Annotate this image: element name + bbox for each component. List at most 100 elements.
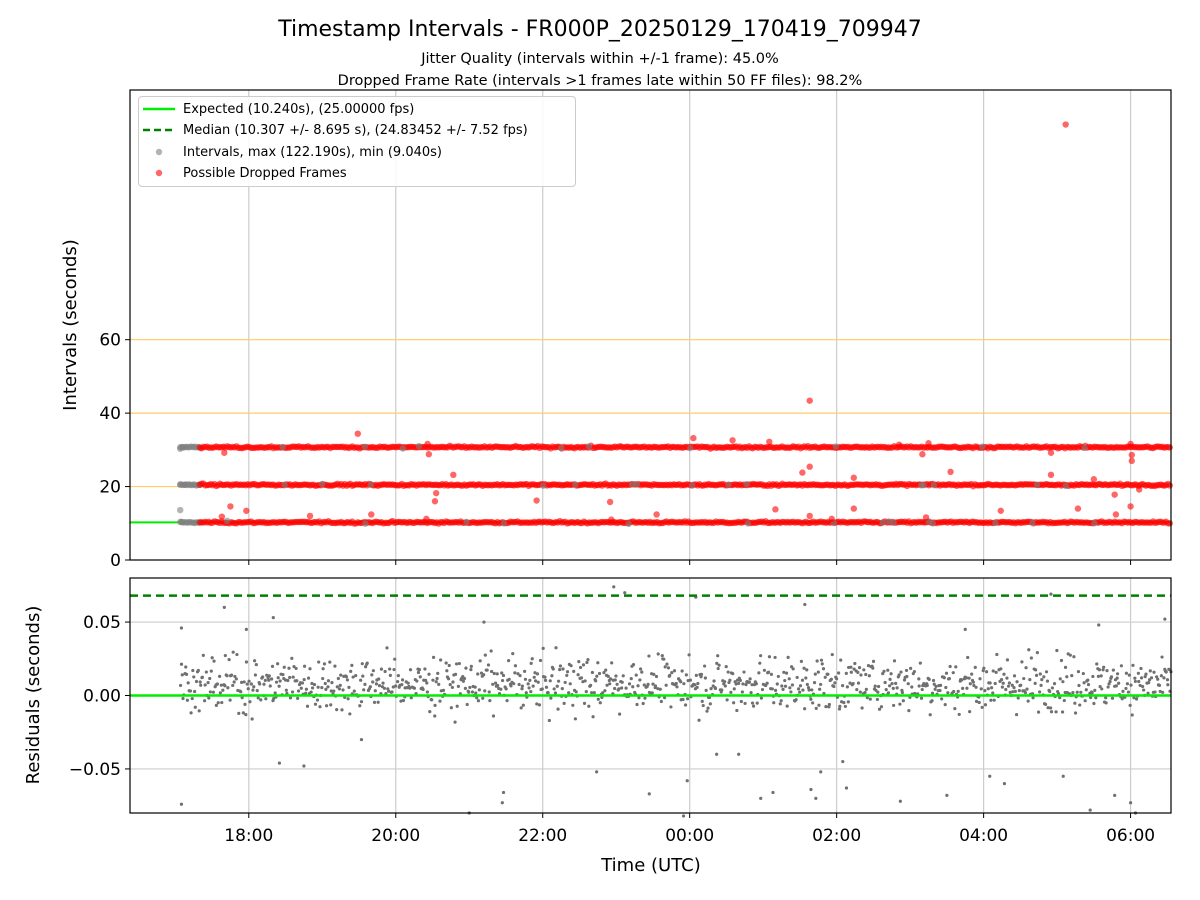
residual-point <box>418 675 422 679</box>
residual-point <box>504 687 508 691</box>
dropped-frame-outlier <box>368 511 375 518</box>
residual-point <box>1014 712 1019 717</box>
residual-point <box>621 674 625 678</box>
dropped-frame-outlier <box>306 512 314 520</box>
residual-point <box>837 671 841 675</box>
residual-point <box>1090 691 1094 695</box>
residual-outlier <box>1049 592 1053 596</box>
residual-point <box>207 696 211 700</box>
interval-point <box>1081 444 1088 452</box>
residual-point <box>390 690 394 694</box>
interval-point <box>1062 482 1070 490</box>
residual-point <box>377 677 381 681</box>
residual-point <box>179 662 184 666</box>
residual-point <box>454 662 459 666</box>
residual-point <box>547 718 551 723</box>
residual-point <box>1034 668 1038 672</box>
residual-point <box>300 681 305 685</box>
residual-point <box>242 680 246 684</box>
residual-point <box>1024 666 1028 670</box>
residual-point <box>216 701 220 705</box>
residual-outlier <box>501 790 506 795</box>
residual-point <box>1104 701 1108 705</box>
residual-outlier <box>222 605 226 609</box>
residual-point <box>634 673 638 677</box>
residual-point <box>863 690 867 695</box>
expected-line-swatch <box>143 107 175 111</box>
residual-point <box>408 686 412 690</box>
residual-point <box>348 712 352 716</box>
residual-point <box>558 664 563 668</box>
residual-point <box>1137 679 1141 684</box>
residual-point <box>537 703 542 707</box>
residual-point <box>1121 689 1125 693</box>
residual-point <box>519 706 523 710</box>
residual-point <box>363 682 367 686</box>
x-tick-label: 00:00 <box>665 826 714 846</box>
residual-point <box>760 687 765 692</box>
residual-point <box>283 678 288 682</box>
residual-point <box>858 690 862 694</box>
residual-point <box>292 664 296 669</box>
median-line-swatch <box>143 128 175 132</box>
residual-point <box>918 661 922 665</box>
residual-point <box>214 703 218 707</box>
residual-point <box>1010 683 1014 687</box>
residual-point <box>631 685 635 689</box>
residual-point <box>789 690 793 694</box>
residual-point <box>500 678 505 683</box>
dropped-frame-outlier <box>895 441 903 448</box>
intervals-marker-swatch <box>155 148 163 156</box>
residual-point <box>1023 690 1028 695</box>
residual-point <box>467 690 471 694</box>
residual-point <box>597 671 602 676</box>
residual-point <box>665 662 669 666</box>
residual-point <box>1075 690 1079 694</box>
residual-point <box>265 673 269 677</box>
residual-point <box>488 698 492 703</box>
residual-outlier <box>500 801 504 805</box>
interval-point <box>500 520 508 527</box>
residual-point <box>951 671 955 675</box>
residual-point <box>741 682 745 686</box>
residual-point <box>772 701 776 705</box>
residual-point <box>839 658 843 662</box>
residual-point <box>499 687 503 691</box>
residual-point <box>712 679 716 683</box>
residual-point <box>491 714 496 718</box>
residual-point <box>302 677 306 682</box>
residual-point <box>456 684 460 688</box>
residual-outlier <box>809 787 813 792</box>
residual-point <box>637 696 641 700</box>
residual-point <box>401 698 406 703</box>
residual-point <box>739 699 743 704</box>
residual-point <box>262 682 266 686</box>
residual-point <box>813 672 817 676</box>
dropped-frame-point <box>1166 520 1173 527</box>
residual-point <box>383 669 387 674</box>
residual-point <box>487 690 491 694</box>
residual-point <box>591 715 595 719</box>
residual-point <box>400 682 404 687</box>
residual-point <box>517 682 521 687</box>
residual-point <box>983 689 987 693</box>
interval-point <box>281 481 288 488</box>
dropped-frame-outlier <box>425 451 433 458</box>
residual-point <box>244 713 248 717</box>
residual-point <box>218 691 222 695</box>
residual-point <box>535 672 540 676</box>
residual-outlier <box>179 626 184 630</box>
residual-point <box>276 676 280 680</box>
residual-point <box>1108 679 1112 684</box>
residual-point <box>377 683 382 688</box>
residual-point <box>823 675 827 679</box>
residual-point <box>368 685 372 689</box>
residual-point <box>393 657 397 661</box>
residual-point <box>682 682 686 686</box>
residual-point <box>596 697 600 701</box>
residual-point <box>524 691 528 695</box>
residual-point <box>956 689 960 694</box>
residual-point <box>1084 688 1088 692</box>
residual-point <box>439 658 443 662</box>
residual-point <box>582 701 587 705</box>
